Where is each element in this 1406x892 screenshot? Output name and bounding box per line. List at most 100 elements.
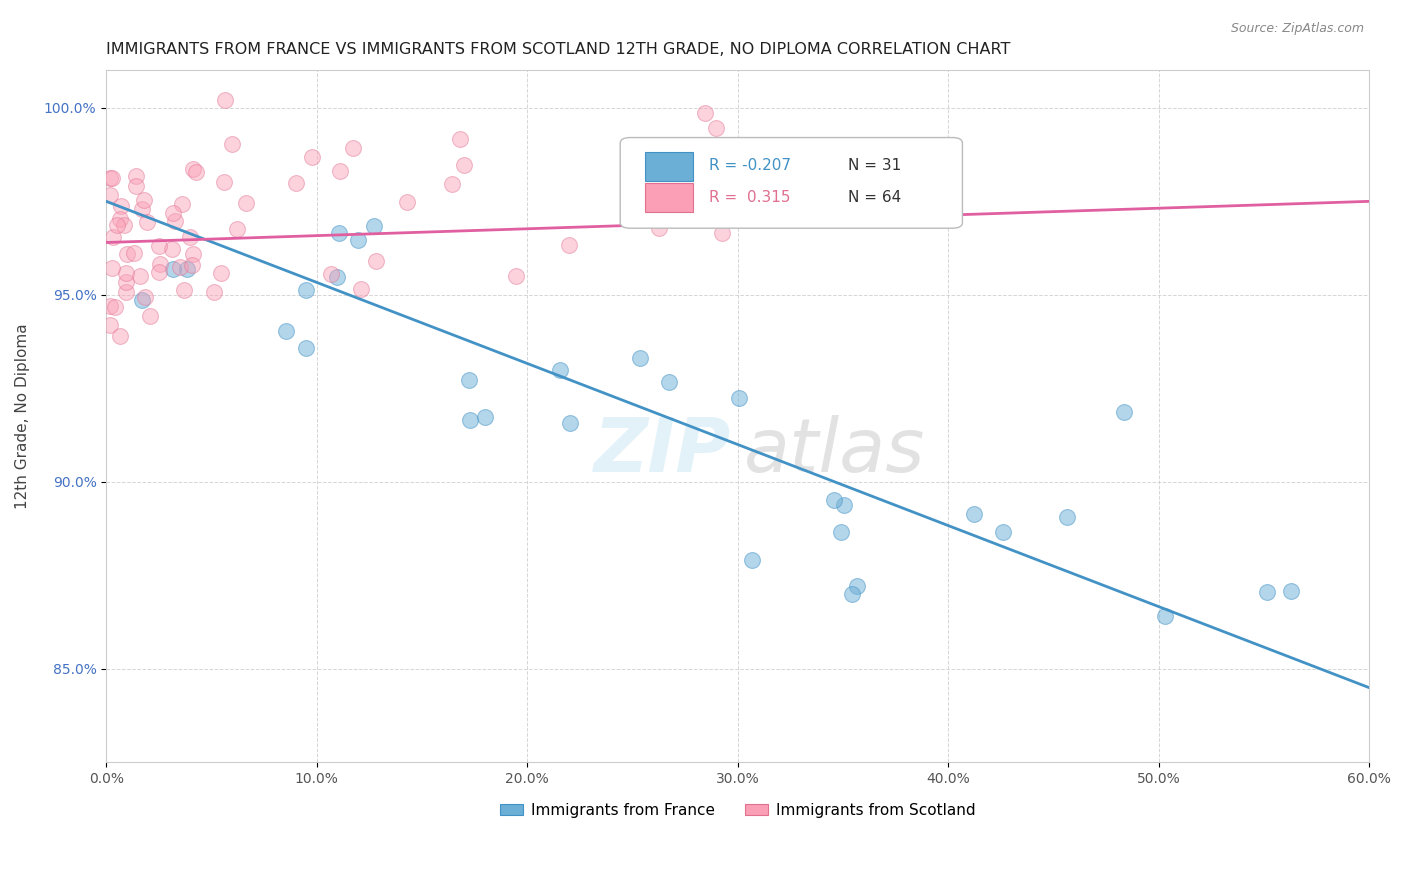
- Point: [160, 242, 183, 256]
- Point: [100, 188, 122, 202]
- Point: [180, 258, 202, 272]
- Point: [1056, 510, 1078, 524]
- Point: [170, 196, 193, 211]
- Point: [505, 269, 527, 284]
- Point: [101, 261, 124, 276]
- Point: [108, 329, 131, 343]
- Point: [710, 227, 733, 241]
- Point: [173, 283, 195, 297]
- Point: [326, 269, 349, 284]
- Text: Source: ZipAtlas.com: Source: ZipAtlas.com: [1230, 22, 1364, 36]
- Point: [179, 230, 201, 244]
- Point: [474, 410, 496, 425]
- Point: [149, 257, 172, 271]
- Point: [284, 176, 307, 190]
- Point: [294, 283, 316, 297]
- Point: [364, 254, 387, 268]
- Point: [1256, 584, 1278, 599]
- Point: [104, 301, 127, 315]
- Point: [440, 178, 463, 192]
- Point: [741, 553, 763, 567]
- Point: [148, 238, 170, 252]
- Point: [212, 175, 235, 189]
- Point: [162, 262, 184, 277]
- Point: [122, 246, 145, 260]
- Point: [342, 141, 364, 155]
- Point: [350, 283, 373, 297]
- Point: [128, 269, 150, 284]
- Point: [347, 233, 370, 247]
- Text: R = -0.207: R = -0.207: [709, 159, 790, 173]
- Point: [184, 165, 207, 179]
- Point: [115, 247, 138, 261]
- Point: [453, 158, 475, 172]
- Point: [100, 171, 122, 186]
- Point: [131, 293, 153, 308]
- Point: [105, 218, 128, 232]
- Legend: Immigrants from France, Immigrants from Scotland: Immigrants from France, Immigrants from …: [494, 797, 981, 824]
- Point: [100, 299, 122, 313]
- Point: [202, 285, 225, 299]
- Text: atlas: atlas: [744, 415, 925, 487]
- Point: [695, 106, 717, 120]
- Point: [115, 276, 138, 290]
- Point: [124, 169, 146, 183]
- Text: N = 64: N = 64: [848, 190, 901, 204]
- Point: [363, 219, 385, 233]
- Point: [101, 230, 124, 244]
- Point: [162, 206, 184, 220]
- Point: [181, 161, 204, 176]
- Point: [1114, 405, 1136, 419]
- Point: [112, 218, 135, 232]
- Point: [176, 261, 198, 276]
- Point: [704, 120, 727, 135]
- Point: [209, 266, 232, 280]
- Point: [658, 375, 681, 389]
- Point: [321, 267, 343, 281]
- Point: [274, 324, 297, 338]
- Point: [101, 171, 124, 186]
- Point: [830, 524, 852, 539]
- Point: [1279, 583, 1302, 598]
- Point: [963, 508, 986, 522]
- FancyBboxPatch shape: [645, 183, 693, 212]
- Point: [329, 164, 352, 178]
- Text: ZIP: ZIP: [595, 415, 731, 488]
- Point: [181, 247, 204, 261]
- Point: [458, 372, 481, 386]
- Point: [846, 579, 869, 593]
- Point: [558, 416, 581, 430]
- Point: [395, 195, 418, 210]
- Point: [294, 341, 316, 355]
- Point: [1154, 608, 1177, 623]
- Text: N = 31: N = 31: [848, 159, 901, 173]
- Point: [115, 266, 138, 280]
- Y-axis label: 12th Grade, No Diploma: 12th Grade, No Diploma: [15, 324, 30, 509]
- Point: [628, 351, 651, 365]
- Point: [449, 132, 471, 146]
- Point: [131, 202, 153, 216]
- Point: [728, 391, 751, 405]
- Point: [136, 215, 159, 229]
- Point: [226, 222, 249, 236]
- Point: [460, 413, 482, 427]
- Point: [301, 150, 323, 164]
- Point: [841, 587, 863, 601]
- Point: [138, 309, 160, 323]
- Point: [134, 290, 156, 304]
- Point: [169, 260, 191, 275]
- FancyBboxPatch shape: [620, 137, 963, 228]
- Point: [548, 363, 571, 377]
- Point: [235, 195, 257, 210]
- Point: [110, 199, 132, 213]
- Point: [148, 265, 170, 279]
- Point: [108, 212, 131, 227]
- Point: [124, 179, 146, 194]
- Point: [832, 499, 855, 513]
- Text: IMMIGRANTS FROM FRANCE VS IMMIGRANTS FROM SCOTLAND 12TH GRADE, NO DIPLOMA CORREL: IMMIGRANTS FROM FRANCE VS IMMIGRANTS FRO…: [107, 42, 1011, 57]
- Point: [132, 194, 155, 208]
- Point: [558, 238, 581, 252]
- Point: [991, 525, 1014, 540]
- Point: [823, 492, 845, 507]
- Point: [214, 94, 236, 108]
